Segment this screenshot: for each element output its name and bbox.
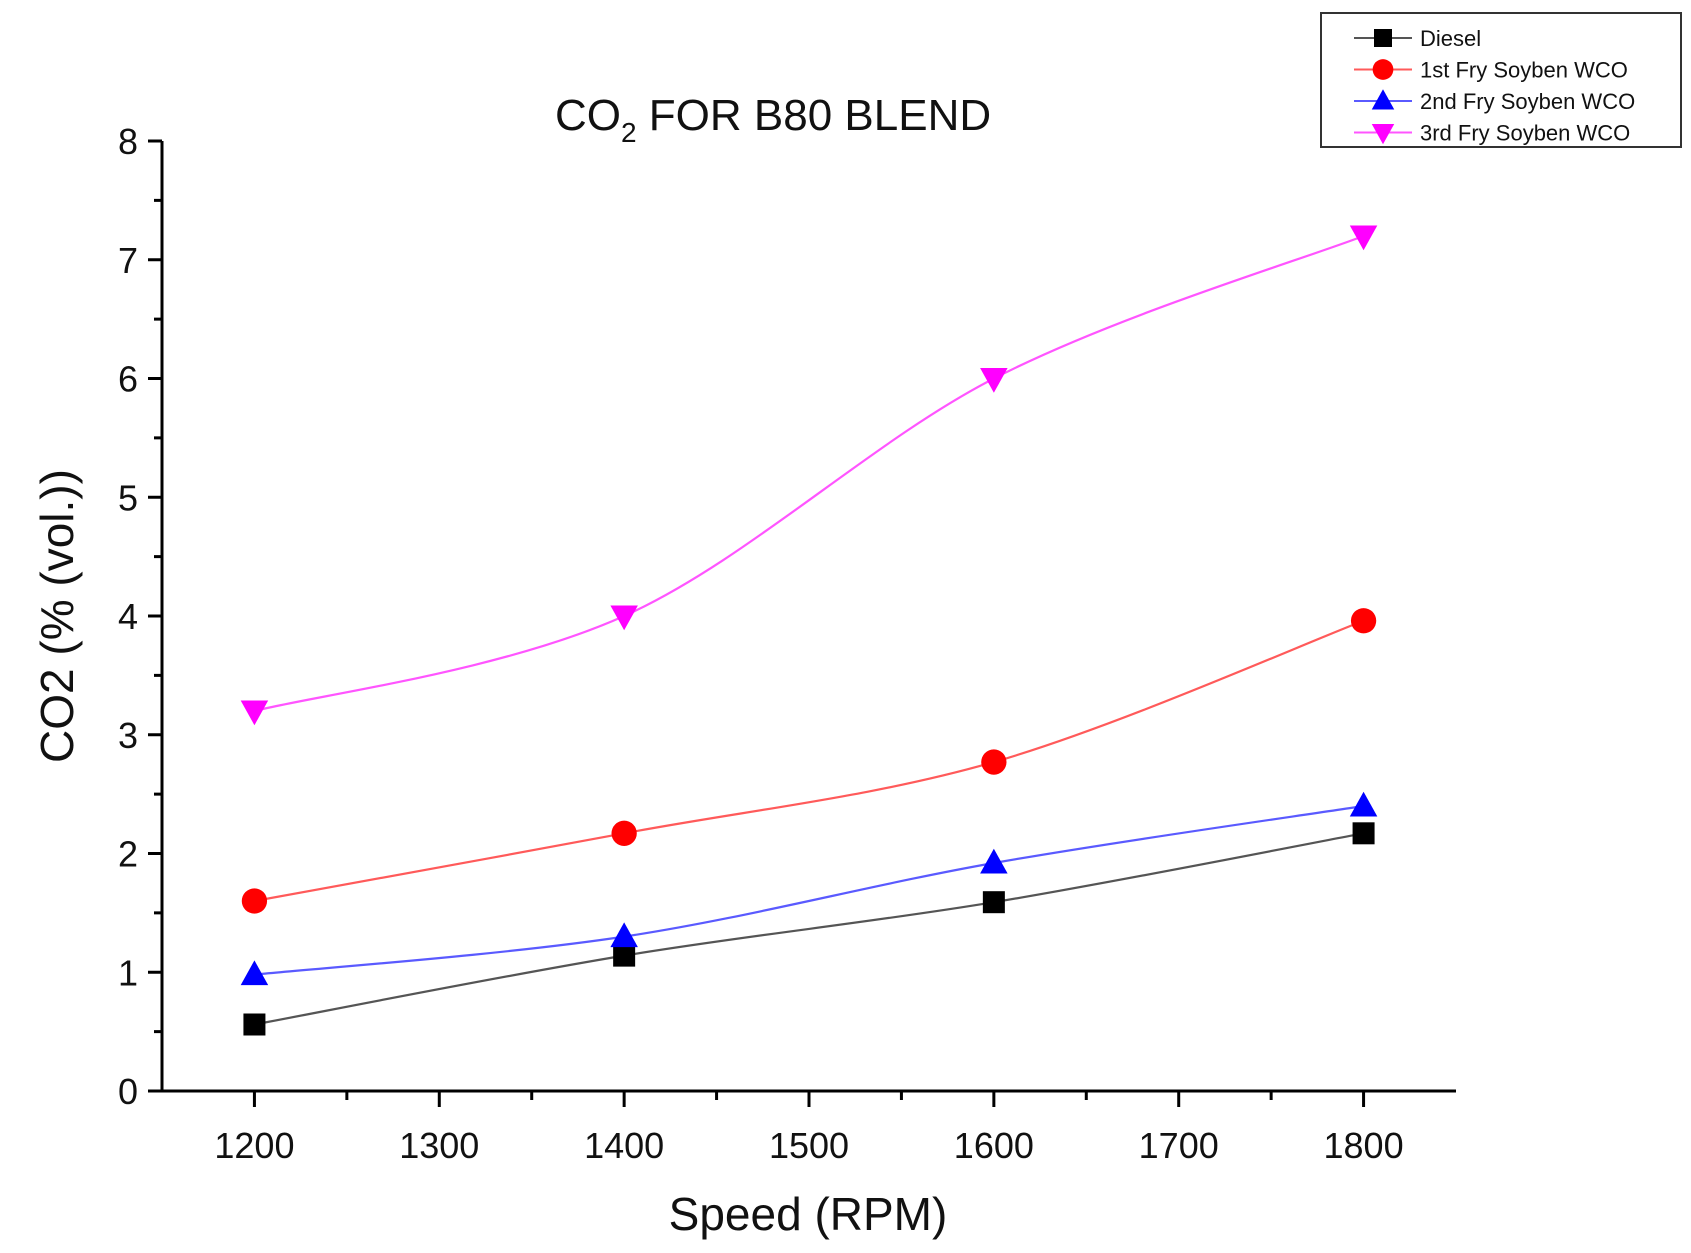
- data-point-diesel: [613, 944, 636, 967]
- legend-item-1st-fry-soyben-wco: 1st Fry Soyben WCO: [1354, 58, 1628, 83]
- x-tick-label: 1200: [214, 1125, 294, 1166]
- y-tick-label: 2: [118, 834, 138, 875]
- y-axis-title: CO2 (% (vol.)): [31, 469, 83, 763]
- series-1st-fry-soyben-wco: [241, 608, 1377, 914]
- series-2nd-fry-soyben-wco: [240, 791, 1378, 986]
- data-point-2nd-fry-soyben-wco: [240, 960, 269, 986]
- x-tick-label: 1300: [399, 1125, 479, 1166]
- x-axis-title: Speed (RPM): [669, 1188, 948, 1240]
- y-tick-label: 7: [118, 240, 138, 281]
- data-point-3rd-fry-soyben-wco: [1349, 225, 1378, 251]
- y-tick-label: 3: [118, 715, 138, 756]
- x-tick-label: 1800: [1324, 1125, 1404, 1166]
- series-diesel: [243, 822, 1375, 1036]
- series-line-2nd-fry-soyben-wco: [254, 804, 1364, 976]
- data-point-1st-fry-soyben-wco: [611, 820, 637, 846]
- legend-label: 3rd Fry Soyben WCO: [1420, 121, 1630, 146]
- data-point-2nd-fry-soyben-wco: [610, 922, 638, 948]
- x-tick-label: 1700: [1139, 1125, 1219, 1166]
- y-tick-label: 0: [118, 1071, 138, 1112]
- data-point-diesel: [1352, 822, 1375, 845]
- legend-label: 1st Fry Soyben WCO: [1420, 58, 1628, 83]
- legend-item-3rd-fry-soyben-wco: 3rd Fry Soyben WCO: [1354, 121, 1630, 146]
- legend-marker: [1371, 89, 1395, 110]
- legend-marker: [1371, 123, 1395, 145]
- chart-title-prefix: CO: [555, 91, 621, 140]
- data-point-2nd-fry-soyben-wco: [980, 848, 1008, 874]
- x-tick-label: 1500: [769, 1125, 849, 1166]
- legend-label: 2nd Fry Soyben WCO: [1420, 89, 1635, 114]
- legend: Diesel 1st Fry Soyben WCO 2nd Fry Soyben W…: [1320, 12, 1682, 148]
- y-tick-label: 8: [118, 121, 138, 162]
- chart-title-suffix: FOR B80 BLEND: [637, 91, 992, 140]
- data-point-2nd-fry-soyben-wco: [1349, 791, 1378, 817]
- data-point-diesel: [982, 891, 1005, 914]
- axes: [160, 141, 1456, 1093]
- series-layer: [240, 225, 1378, 1036]
- data-point-3rd-fry-soyben-wco: [240, 700, 269, 726]
- tick-marks: [148, 139, 1366, 1107]
- y-tick-label: 1: [118, 952, 138, 993]
- series-line-3rd-fry-soyben-wco: [254, 234, 1364, 713]
- legend-marker: [1374, 29, 1392, 47]
- legend-label: Diesel: [1420, 26, 1481, 51]
- legend-marker: [1372, 59, 1394, 80]
- data-point-3rd-fry-soyben-wco: [610, 605, 638, 631]
- data-point-3rd-fry-soyben-wco: [980, 368, 1008, 393]
- data-point-1st-fry-soyben-wco: [1350, 608, 1377, 634]
- data-point-diesel: [243, 1013, 266, 1036]
- series-line-1st-fry-soyben-wco: [254, 619, 1364, 903]
- y-tick-label: 5: [118, 477, 138, 518]
- x-tick-label: 1400: [584, 1125, 664, 1166]
- series-3rd-fry-soyben-wco: [240, 225, 1378, 726]
- tick-labels: 0 1 2 3 4 5 6 7 8 1200 1300 1400 1500 1600 1700 1800: [118, 121, 1404, 1166]
- x-tick-label: 1600: [954, 1125, 1034, 1166]
- chart-title-subscript: 2: [621, 117, 637, 148]
- legend-item-diesel: Diesel: [1354, 26, 1481, 51]
- y-tick-label: 4: [118, 596, 138, 637]
- chart-title: CO2 FOR B80 BLEND: [555, 91, 991, 148]
- data-point-1st-fry-soyben-wco: [981, 749, 1007, 775]
- series-line-diesel: [254, 832, 1364, 1026]
- y-tick-label: 6: [118, 359, 138, 400]
- data-point-1st-fry-soyben-wco: [241, 888, 268, 914]
- legend-item-2nd-fry-soyben-wco: 2nd Fry Soyben WCO: [1354, 89, 1635, 114]
